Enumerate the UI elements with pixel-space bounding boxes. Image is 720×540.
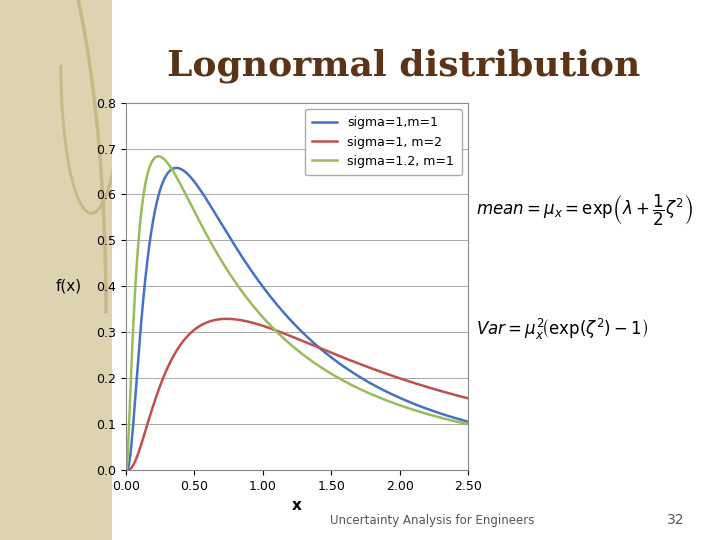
sigma=1.2, m=1 xyxy=(288,343,297,349)
sigma=1, m=2 xyxy=(222,315,231,322)
sigma=1,m=1 xyxy=(139,294,148,300)
sigma=1, m=2 xyxy=(464,395,472,402)
sigma=1.2, m=1 xyxy=(454,418,462,425)
Line: sigma=1.2, m=1: sigma=1.2, m=1 xyxy=(126,156,468,470)
Text: $\mathit{Var} = \mu_x^2\!\left(\exp(\zeta^2)-1\right)$: $\mathit{Var} = \mu_x^2\!\left(\exp(\zet… xyxy=(477,317,649,342)
Line: sigma=1, m=2: sigma=1, m=2 xyxy=(126,319,468,470)
sigma=1,m=1 xyxy=(464,418,472,425)
sigma=1.2, m=1 xyxy=(139,192,148,198)
sigma=1,m=1 xyxy=(391,393,400,399)
sigma=1, m=2 xyxy=(139,434,148,440)
sigma=1.2, m=1 xyxy=(454,418,462,425)
sigma=1, m=2 xyxy=(454,393,462,399)
Y-axis label: f(x): f(x) xyxy=(55,279,81,294)
sigma=1, m=2 xyxy=(279,330,288,336)
Line: sigma=1,m=1: sigma=1,m=1 xyxy=(126,168,468,470)
sigma=1.2, m=1 xyxy=(122,467,130,473)
sigma=1, m=2 xyxy=(454,393,462,399)
sigma=1,m=1 xyxy=(454,416,462,422)
Text: $\mathit{mean} = \mu_x = \exp\!\left(\lambda + \dfrac{1}{2}\zeta^2\right)$: $\mathit{mean} = \mu_x = \exp\!\left(\la… xyxy=(477,193,693,228)
Text: 32: 32 xyxy=(667,513,684,527)
sigma=1.2, m=1 xyxy=(279,335,288,341)
sigma=1, m=2 xyxy=(288,334,297,340)
sigma=1,m=1 xyxy=(172,165,181,171)
Legend: sigma=1,m=1, sigma=1, m=2, sigma=1.2, m=1: sigma=1,m=1, sigma=1, m=2, sigma=1.2, m=… xyxy=(305,109,462,176)
sigma=1,m=1 xyxy=(454,416,462,422)
sigma=1, m=2 xyxy=(391,374,400,380)
Text: Uncertainty Analysis for Engineers: Uncertainty Analysis for Engineers xyxy=(330,514,534,527)
sigma=1, m=2 xyxy=(122,467,130,473)
sigma=1.2, m=1 xyxy=(391,401,400,407)
sigma=1.2, m=1 xyxy=(154,153,163,159)
sigma=1,m=1 xyxy=(288,319,297,326)
sigma=1,m=1 xyxy=(122,467,130,473)
X-axis label: x: x xyxy=(292,498,302,513)
sigma=1.2, m=1 xyxy=(464,421,472,428)
Text: Lognormal distribution: Lognormal distribution xyxy=(166,49,640,83)
sigma=1,m=1 xyxy=(279,309,288,315)
